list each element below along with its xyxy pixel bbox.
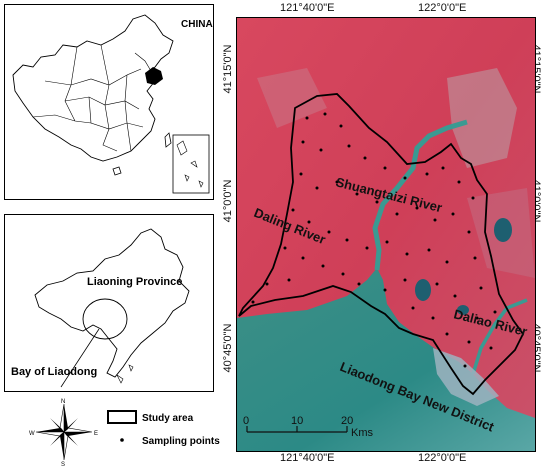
scale-unit: Kms <box>351 427 374 439</box>
taiwan-island <box>164 132 172 148</box>
liaoning-inset-panel: Liaoning Province Bay of Liaodong <box>4 214 214 392</box>
urban-patch <box>447 68 517 168</box>
scale-bar: 0 10 20 Kms <box>243 415 374 439</box>
port-area <box>433 348 499 406</box>
sampling-points <box>251 112 497 368</box>
urban-patch-2 <box>257 68 327 128</box>
bay-label: Bay of Liaodong <box>11 366 97 378</box>
china-inset-panel: CHINA <box>4 4 214 200</box>
daliao-river-channel <box>471 298 528 375</box>
reservoir <box>415 279 431 301</box>
scale-tick-0: 0 <box>243 415 249 427</box>
legend-sampling-points: Sampling points <box>142 436 220 447</box>
compass-w: W <box>29 431 35 437</box>
liaoning-highlight <box>145 67 163 85</box>
province-lines <box>32 44 152 152</box>
compass-n: N <box>61 399 65 405</box>
left-lat-2: 41°0'0"N <box>222 179 234 223</box>
liaoning-outline-map: Liaoning Province Bay of Liaodong <box>11 228 190 388</box>
china-outline-map: CHINA <box>12 14 213 194</box>
compass-rose-icon: N S E W Study area Sampling points <box>29 399 220 468</box>
left-lat-1: 41°15'0"N <box>222 44 234 94</box>
bottom-lon-1: 121°40'0"E <box>280 452 335 464</box>
china-outline <box>12 14 174 162</box>
legend-study-area: Study area <box>142 413 194 424</box>
province-label: Liaoning Province <box>87 276 182 288</box>
sea-area <box>237 268 535 451</box>
reservoir-3 <box>457 305 469 315</box>
south-china-sea-inset <box>172 134 210 194</box>
compass-s: S <box>61 462 65 466</box>
bottom-lon-2: 122°0'0"E <box>418 452 467 464</box>
top-lon-2: 122°0'0"E <box>418 2 467 14</box>
scale-tick-20: 20 <box>341 415 353 427</box>
top-lon-1: 121°40'0"E <box>280 2 335 14</box>
satellite-map: Shuangtaizi River Daling River Daliao Ri… <box>237 18 535 451</box>
hainan-island <box>112 166 122 176</box>
liaoning-outline <box>34 228 190 378</box>
scale-tick-10: 10 <box>291 415 303 427</box>
study-area-symbol <box>107 410 137 424</box>
sampling-point-symbol <box>120 438 124 442</box>
compass-e: E <box>94 431 98 437</box>
study-area-ellipse <box>82 298 128 340</box>
left-lat-3: 40°45'0"N <box>222 323 234 373</box>
legend: N S E W Study area Sampling points <box>24 396 224 468</box>
china-label: CHINA <box>181 19 213 30</box>
study-area-boundary <box>238 93 525 396</box>
reservoir-2 <box>494 218 512 242</box>
main-map: Shuangtaizi River Daling River Daliao Ri… <box>236 17 536 452</box>
bay-pointer-line <box>60 328 100 388</box>
